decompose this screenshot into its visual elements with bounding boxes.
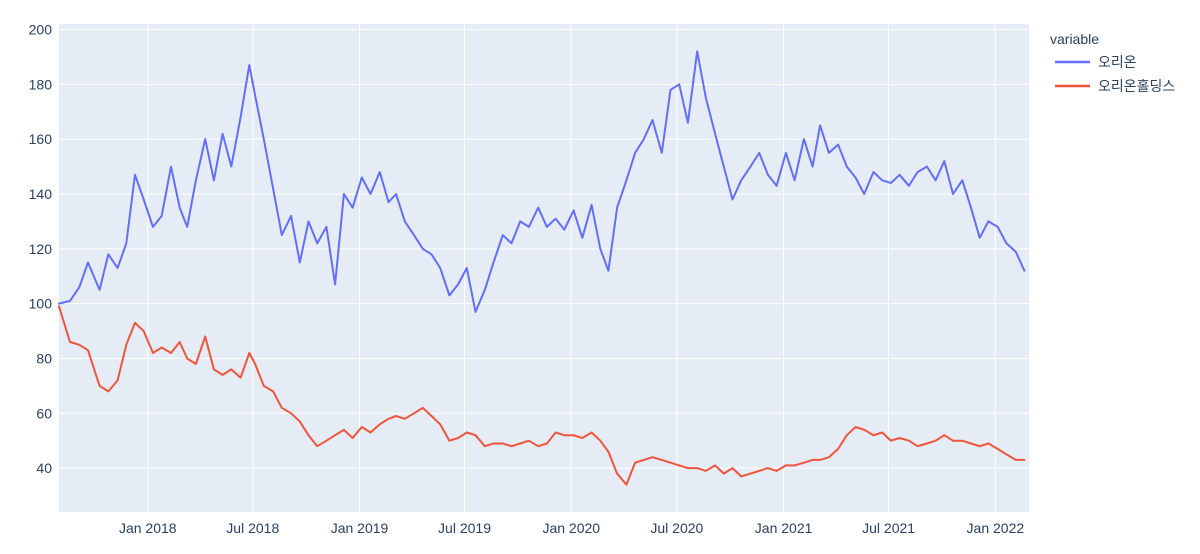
series-line-2 [58, 305, 1026, 486]
legend-item[interactable]: 오리온홀딩스 [1055, 78, 1175, 94]
x-tick-label: Jan 2020 [542, 520, 600, 536]
legend-item[interactable]: 오리온 [1055, 54, 1137, 70]
y-tick-label: 160 [29, 131, 53, 147]
legend-label: 오리온홀딩스 [1098, 78, 1175, 94]
plot-area [59, 24, 1029, 512]
y-tick-label: 60 [36, 405, 52, 421]
x-tick-label: Jul 2021 [862, 520, 915, 536]
x-tick-label: Jan 2019 [331, 520, 389, 536]
y-tick-label: 180 [29, 76, 53, 92]
series-line-1 [58, 50, 1026, 313]
y-tick-label: 120 [29, 241, 53, 257]
y-tick-label: 80 [36, 350, 52, 366]
y-tick-label: 40 [36, 460, 52, 476]
y-tick-label: 200 [29, 21, 53, 37]
x-tick-label: Jan 2022 [967, 520, 1025, 536]
legend-title: variable [1050, 31, 1099, 47]
axis-labels: 40 60 80 100 120 140 160 180 200 Jan 2018 Jul 2018… [29, 21, 1025, 536]
x-tick-label: Jul 2019 [438, 520, 491, 536]
x-tick-label: Jul 2018 [226, 520, 279, 536]
y-tick-label: 140 [29, 186, 53, 202]
legend-label: 오리온 [1098, 54, 1137, 70]
x-tick-label: Jan 2021 [755, 520, 813, 536]
x-tick-label: Jul 2020 [650, 520, 703, 536]
series-lines [58, 50, 1026, 486]
gridlines [59, 24, 1029, 512]
y-tick-label: 100 [29, 296, 53, 312]
x-tick-label: Jan 2018 [119, 520, 177, 536]
